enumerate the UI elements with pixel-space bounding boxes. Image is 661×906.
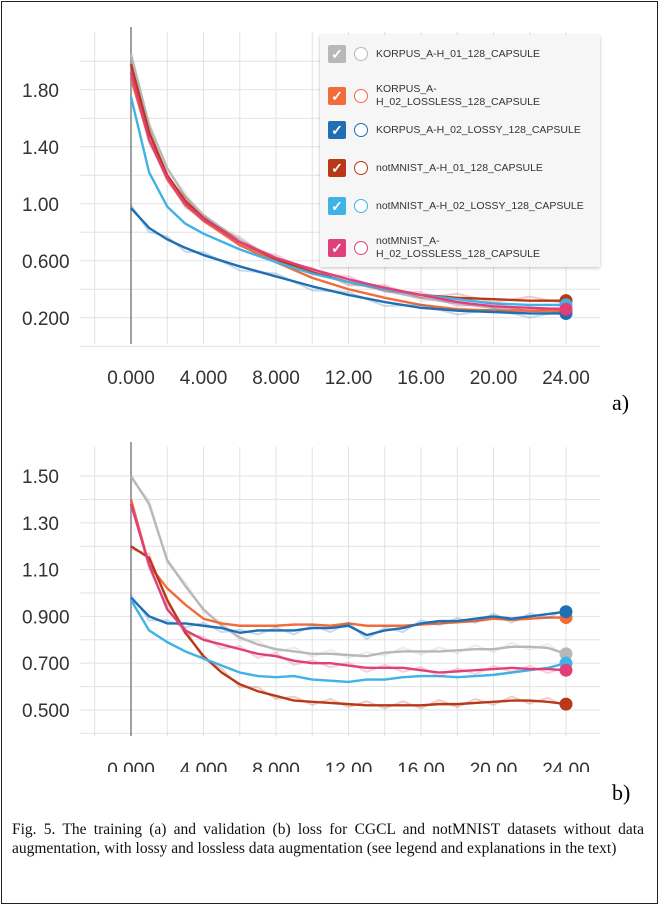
checkbox-icon[interactable]: ✓ xyxy=(328,87,346,105)
series-raw-line xyxy=(130,478,567,660)
radio-circle-icon[interactable] xyxy=(354,161,368,175)
series-line xyxy=(130,596,567,637)
y-tick-label: 1.50 xyxy=(22,467,59,488)
series-line xyxy=(129,499,566,627)
x-tick-label: 20.00 xyxy=(470,760,518,772)
x-tick-label: 4.000 xyxy=(180,760,228,772)
radio-circle-icon[interactable] xyxy=(354,47,368,61)
checkbox-icon[interactable]: ✓ xyxy=(328,239,346,257)
x-tick-label: 4.000 xyxy=(180,368,228,387)
x-tick-label: 12.00 xyxy=(325,368,373,387)
legend-item[interactable]: ✓ notMNIST_A-H_01_128_CAPSULE xyxy=(328,159,598,177)
x-tick-label: 12.00 xyxy=(325,760,373,772)
y-tick-label: 1.00 xyxy=(22,195,59,216)
legend-label: notMNIST_A-H_01_128_CAPSULE xyxy=(376,161,543,174)
radio-circle-icon[interactable] xyxy=(354,89,368,103)
validation-loss-chart: 0.500 0.700 0.900 1.10 1.30 1.50 0.000 4.000 8.0… xyxy=(10,407,610,772)
legend-item[interactable]: ✓ notMNIST_A-H_02_LOSSY_128_CAPSULE xyxy=(328,197,598,215)
legend-label: KORPUS_A-H_02_LOSSLESS_128_CAPSULE xyxy=(376,83,541,108)
series-line xyxy=(129,72,567,311)
series-line xyxy=(130,545,567,707)
x-tick-label: 24.00 xyxy=(542,760,590,772)
legend-label: notMNIST_A-H_02_LOSSLESS_128_CAPSULE xyxy=(376,235,541,260)
checkbox-icon[interactable]: ✓ xyxy=(328,45,346,63)
x-tick-label: 16.00 xyxy=(397,368,445,387)
checkbox-icon[interactable]: ✓ xyxy=(328,121,346,139)
x-tick-label: 0.000 xyxy=(107,760,155,772)
x-tick-label: 8.000 xyxy=(252,760,300,772)
legend-item[interactable]: ✓ KORPUS_A-H_02_LOSSLESS_128_CAPSULE xyxy=(328,83,598,109)
radio-circle-icon[interactable] xyxy=(354,199,368,213)
series-end-point xyxy=(559,302,573,316)
x-tick-label: 0.000 xyxy=(107,368,155,387)
y-tick-label: 0.900 xyxy=(22,607,70,628)
y-tick-label: 0.200 xyxy=(22,309,70,330)
series-line xyxy=(129,503,567,674)
series-end-point xyxy=(559,605,573,619)
training-loss-chart: 0.200 0.600 1.00 1.40 1.80 0.000 4.000 8.000 12.… xyxy=(10,7,610,387)
y-tick-label: 0.600 xyxy=(22,252,70,273)
x-tick-label: 20.00 xyxy=(470,368,518,387)
series-end-point xyxy=(559,663,573,677)
series-raw-line xyxy=(130,500,567,678)
series-line xyxy=(129,63,566,302)
legend-item[interactable]: ✓ KORPUS_A-H_01_128_CAPSULE xyxy=(328,45,598,63)
y-tick-label: 0.700 xyxy=(22,654,70,675)
series-line xyxy=(129,96,566,307)
y-tick-label: 1.30 xyxy=(22,514,59,535)
series-raw-line xyxy=(130,594,567,641)
y-tick-label: 1.40 xyxy=(22,138,59,159)
series-end-point xyxy=(559,697,573,711)
x-tick-label: 8.000 xyxy=(252,368,300,387)
series-line xyxy=(129,475,567,658)
legend-label: notMNIST_A-H_02_LOSSY_128_CAPSULE xyxy=(376,199,584,212)
checkbox-icon[interactable]: ✓ xyxy=(328,159,346,177)
series-line xyxy=(129,599,567,684)
y-tick-label: 1.10 xyxy=(22,561,59,582)
panel-label-a: a) xyxy=(612,390,630,415)
radio-circle-icon[interactable] xyxy=(354,123,368,137)
legend-label: KORPUS_A-H_01_128_CAPSULE xyxy=(376,47,541,60)
checkbox-icon[interactable]: ✓ xyxy=(328,197,346,215)
chart-legend: ✓ KORPUS_A-H_01_128_CAPSULE ✓ KORPUS_A-H_02… xyxy=(320,35,600,267)
x-tick-label: 16.00 xyxy=(397,760,445,772)
legend-item[interactable]: ✓ notMNIST_A-H_02_LOSSLESS_128_CAPSULE xyxy=(328,235,598,261)
validation-loss-plot: 0.500 0.700 0.900 1.10 1.30 1.50 0.000 4.000 8.0… xyxy=(22,442,600,772)
y-tick-label: 0.500 xyxy=(22,701,70,722)
radio-circle-icon[interactable] xyxy=(354,241,368,255)
series-line xyxy=(130,207,566,315)
legend-item[interactable]: ✓ KORPUS_A-H_02_LOSSY_128_CAPSULE xyxy=(328,121,598,139)
x-tick-label: 24.00 xyxy=(542,368,590,387)
figure-caption: Fig. 5. The training (a) and validation … xyxy=(12,821,644,857)
panel-label-b: b) xyxy=(612,780,631,805)
series-end-point xyxy=(559,647,573,661)
legend-label: KORPUS_A-H_02_LOSSY_128_CAPSULE xyxy=(376,123,581,136)
y-tick-label: 1.80 xyxy=(22,81,59,102)
